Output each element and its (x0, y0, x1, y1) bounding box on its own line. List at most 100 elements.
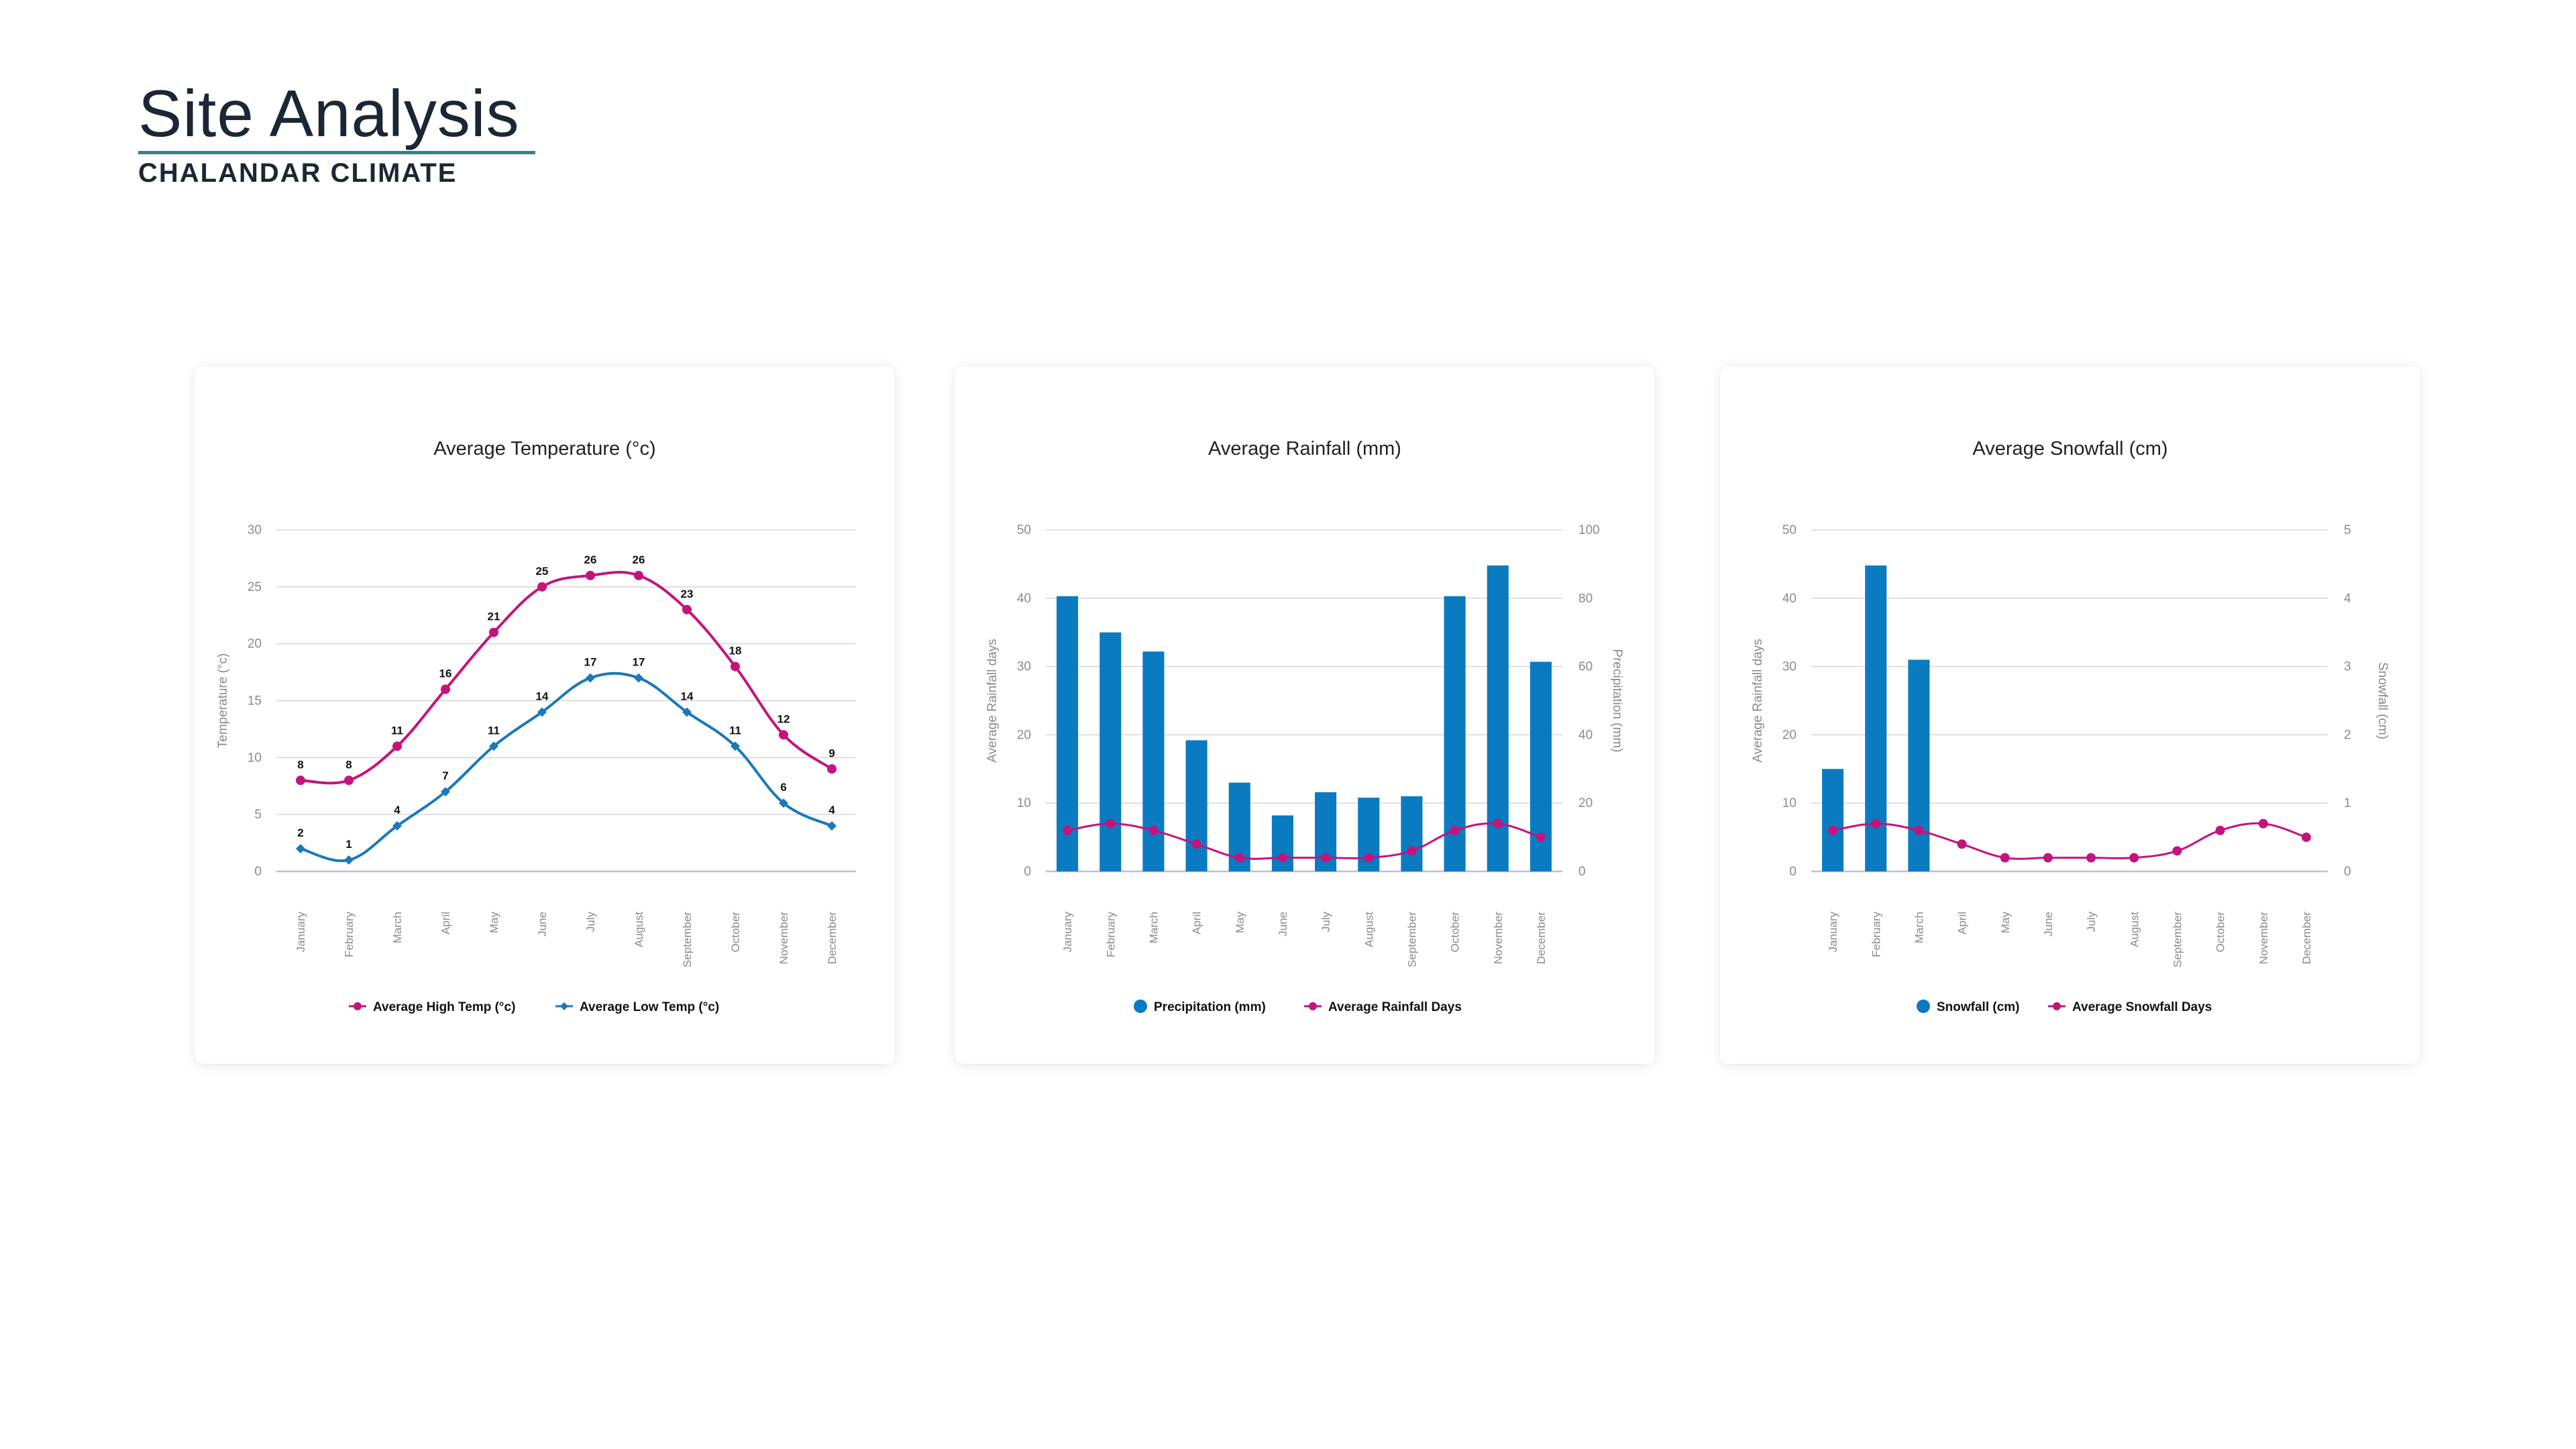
x-tick-label: January (1827, 912, 1839, 953)
data-point (1321, 853, 1331, 863)
y-axis-label: Average Rainfall days (1751, 639, 1765, 762)
x-tick-label: May (1234, 912, 1246, 934)
x-tick-label: November (2257, 912, 2270, 965)
data-point (1957, 839, 1967, 849)
data-point (344, 855, 354, 865)
data-point (634, 673, 643, 683)
x-tick-label: April (439, 912, 452, 934)
y-tick-label: 0 (254, 865, 262, 879)
y-tick-label: 20 (248, 637, 262, 651)
x-tick-label: September (681, 912, 694, 967)
legend-swatch (1917, 1000, 1930, 1013)
data-point (1407, 846, 1417, 856)
y-tick-label: 20 (1782, 728, 1796, 742)
data-point (827, 821, 837, 831)
data-point (1536, 833, 1546, 843)
chart-title: Average Rainfall (mm) (1208, 438, 1401, 460)
legend-label: Precipitation (mm) (1154, 1000, 1266, 1014)
data-point (827, 764, 837, 774)
data-label: 14 (681, 690, 694, 702)
data-label: 17 (633, 656, 645, 669)
bar (1444, 596, 1466, 871)
y-right-tick-label: 20 (1578, 796, 1593, 810)
y-right-tick-label: 2 (2344, 728, 2351, 742)
series-line (300, 672, 833, 863)
x-tick-label: August (633, 912, 645, 947)
y-right-tick-label: 0 (1578, 865, 1586, 879)
data-label: 21 (488, 610, 500, 623)
bar (1401, 796, 1423, 871)
data-point (1450, 825, 1460, 835)
data-point (731, 661, 740, 672)
legend-item: Average Snowfall Days (2048, 1000, 2212, 1014)
y-tick-label: 5 (254, 808, 262, 822)
data-point (296, 775, 305, 786)
data-point (392, 821, 402, 831)
y-tick-label: 50 (1782, 523, 1796, 537)
x-tick-label: November (1492, 912, 1505, 965)
data-label: 11 (391, 724, 403, 737)
y-tick-label: 10 (248, 751, 262, 765)
data-point (779, 730, 788, 740)
data-label: 8 (297, 758, 303, 771)
data-label: 6 (780, 781, 786, 794)
y-tick-label: 0 (1789, 865, 1796, 879)
x-tick-label: September (2171, 912, 2184, 967)
data-label: 11 (488, 724, 500, 737)
data-point (344, 775, 354, 786)
x-tick-label: October (1449, 912, 1462, 953)
title-underline (138, 150, 535, 154)
y-axis-label: Average Rainfall days (985, 639, 1000, 762)
data-point (2258, 818, 2268, 828)
data-point (1148, 825, 1159, 835)
data-label: 23 (681, 588, 694, 600)
y-tick-label: 30 (1782, 660, 1796, 674)
data-point (586, 673, 595, 683)
data-point (1277, 853, 1287, 863)
y-right-tick-label: 80 (1578, 592, 1593, 606)
data-label: 9 (828, 747, 835, 759)
bar (1185, 740, 1208, 871)
chart-title: Average Temperature (°c) (433, 438, 655, 460)
bar (1142, 651, 1165, 871)
data-point (392, 741, 402, 751)
y-right-tick-label: 0 (2344, 865, 2351, 879)
data-label: 25 (536, 565, 549, 578)
data-point (1914, 825, 1924, 835)
legend-label: Average High Temp (°c) (373, 1000, 515, 1014)
data-point (1828, 825, 1838, 835)
data-point (537, 707, 547, 717)
rainfall-chart-card: Average Rainfall (mm) 0 0 10 20 20 40 30 60 40 80 5… (955, 366, 1655, 1064)
x-tick-label: November (777, 912, 790, 965)
snowfall-chart-card: Average Snowfall (cm) 0 0 10 1 20 2 30 3 40 4 50 5 Av… (1720, 366, 2420, 1064)
data-point (489, 627, 498, 637)
data-point (2215, 825, 2225, 835)
bar (1908, 659, 1930, 871)
data-label: 26 (584, 553, 597, 566)
x-tick-label: June (536, 912, 549, 936)
data-label: 17 (584, 656, 597, 669)
data-point (489, 741, 498, 751)
data-point (1493, 818, 1503, 828)
y-tick-label: 10 (1017, 796, 1031, 810)
y-tick-label: 25 (248, 580, 262, 594)
data-point (441, 787, 450, 797)
x-tick-label: July (2085, 912, 2098, 932)
data-point (1871, 818, 1881, 828)
y-tick-label: 30 (1017, 660, 1031, 674)
data-point (2043, 853, 2053, 863)
legend-item: Average High Temp (°c) (349, 1000, 515, 1014)
y-tick-label: 50 (1017, 523, 1031, 537)
data-label: 26 (633, 553, 645, 566)
y-tick-label: 30 (248, 523, 262, 537)
data-label: 1 (345, 838, 352, 851)
y-tick-label: 0 (1024, 865, 1031, 879)
page-subtitle: CHALANDAR CLIMATE (138, 158, 458, 188)
data-point (779, 798, 788, 808)
data-point (2129, 853, 2139, 863)
x-tick-label: April (1956, 912, 1969, 934)
data-point (682, 707, 692, 717)
y-right-axis-label: Snowfall (cm) (2375, 662, 2390, 739)
x-tick-label: September (1405, 912, 1418, 967)
data-label: 8 (345, 758, 352, 771)
